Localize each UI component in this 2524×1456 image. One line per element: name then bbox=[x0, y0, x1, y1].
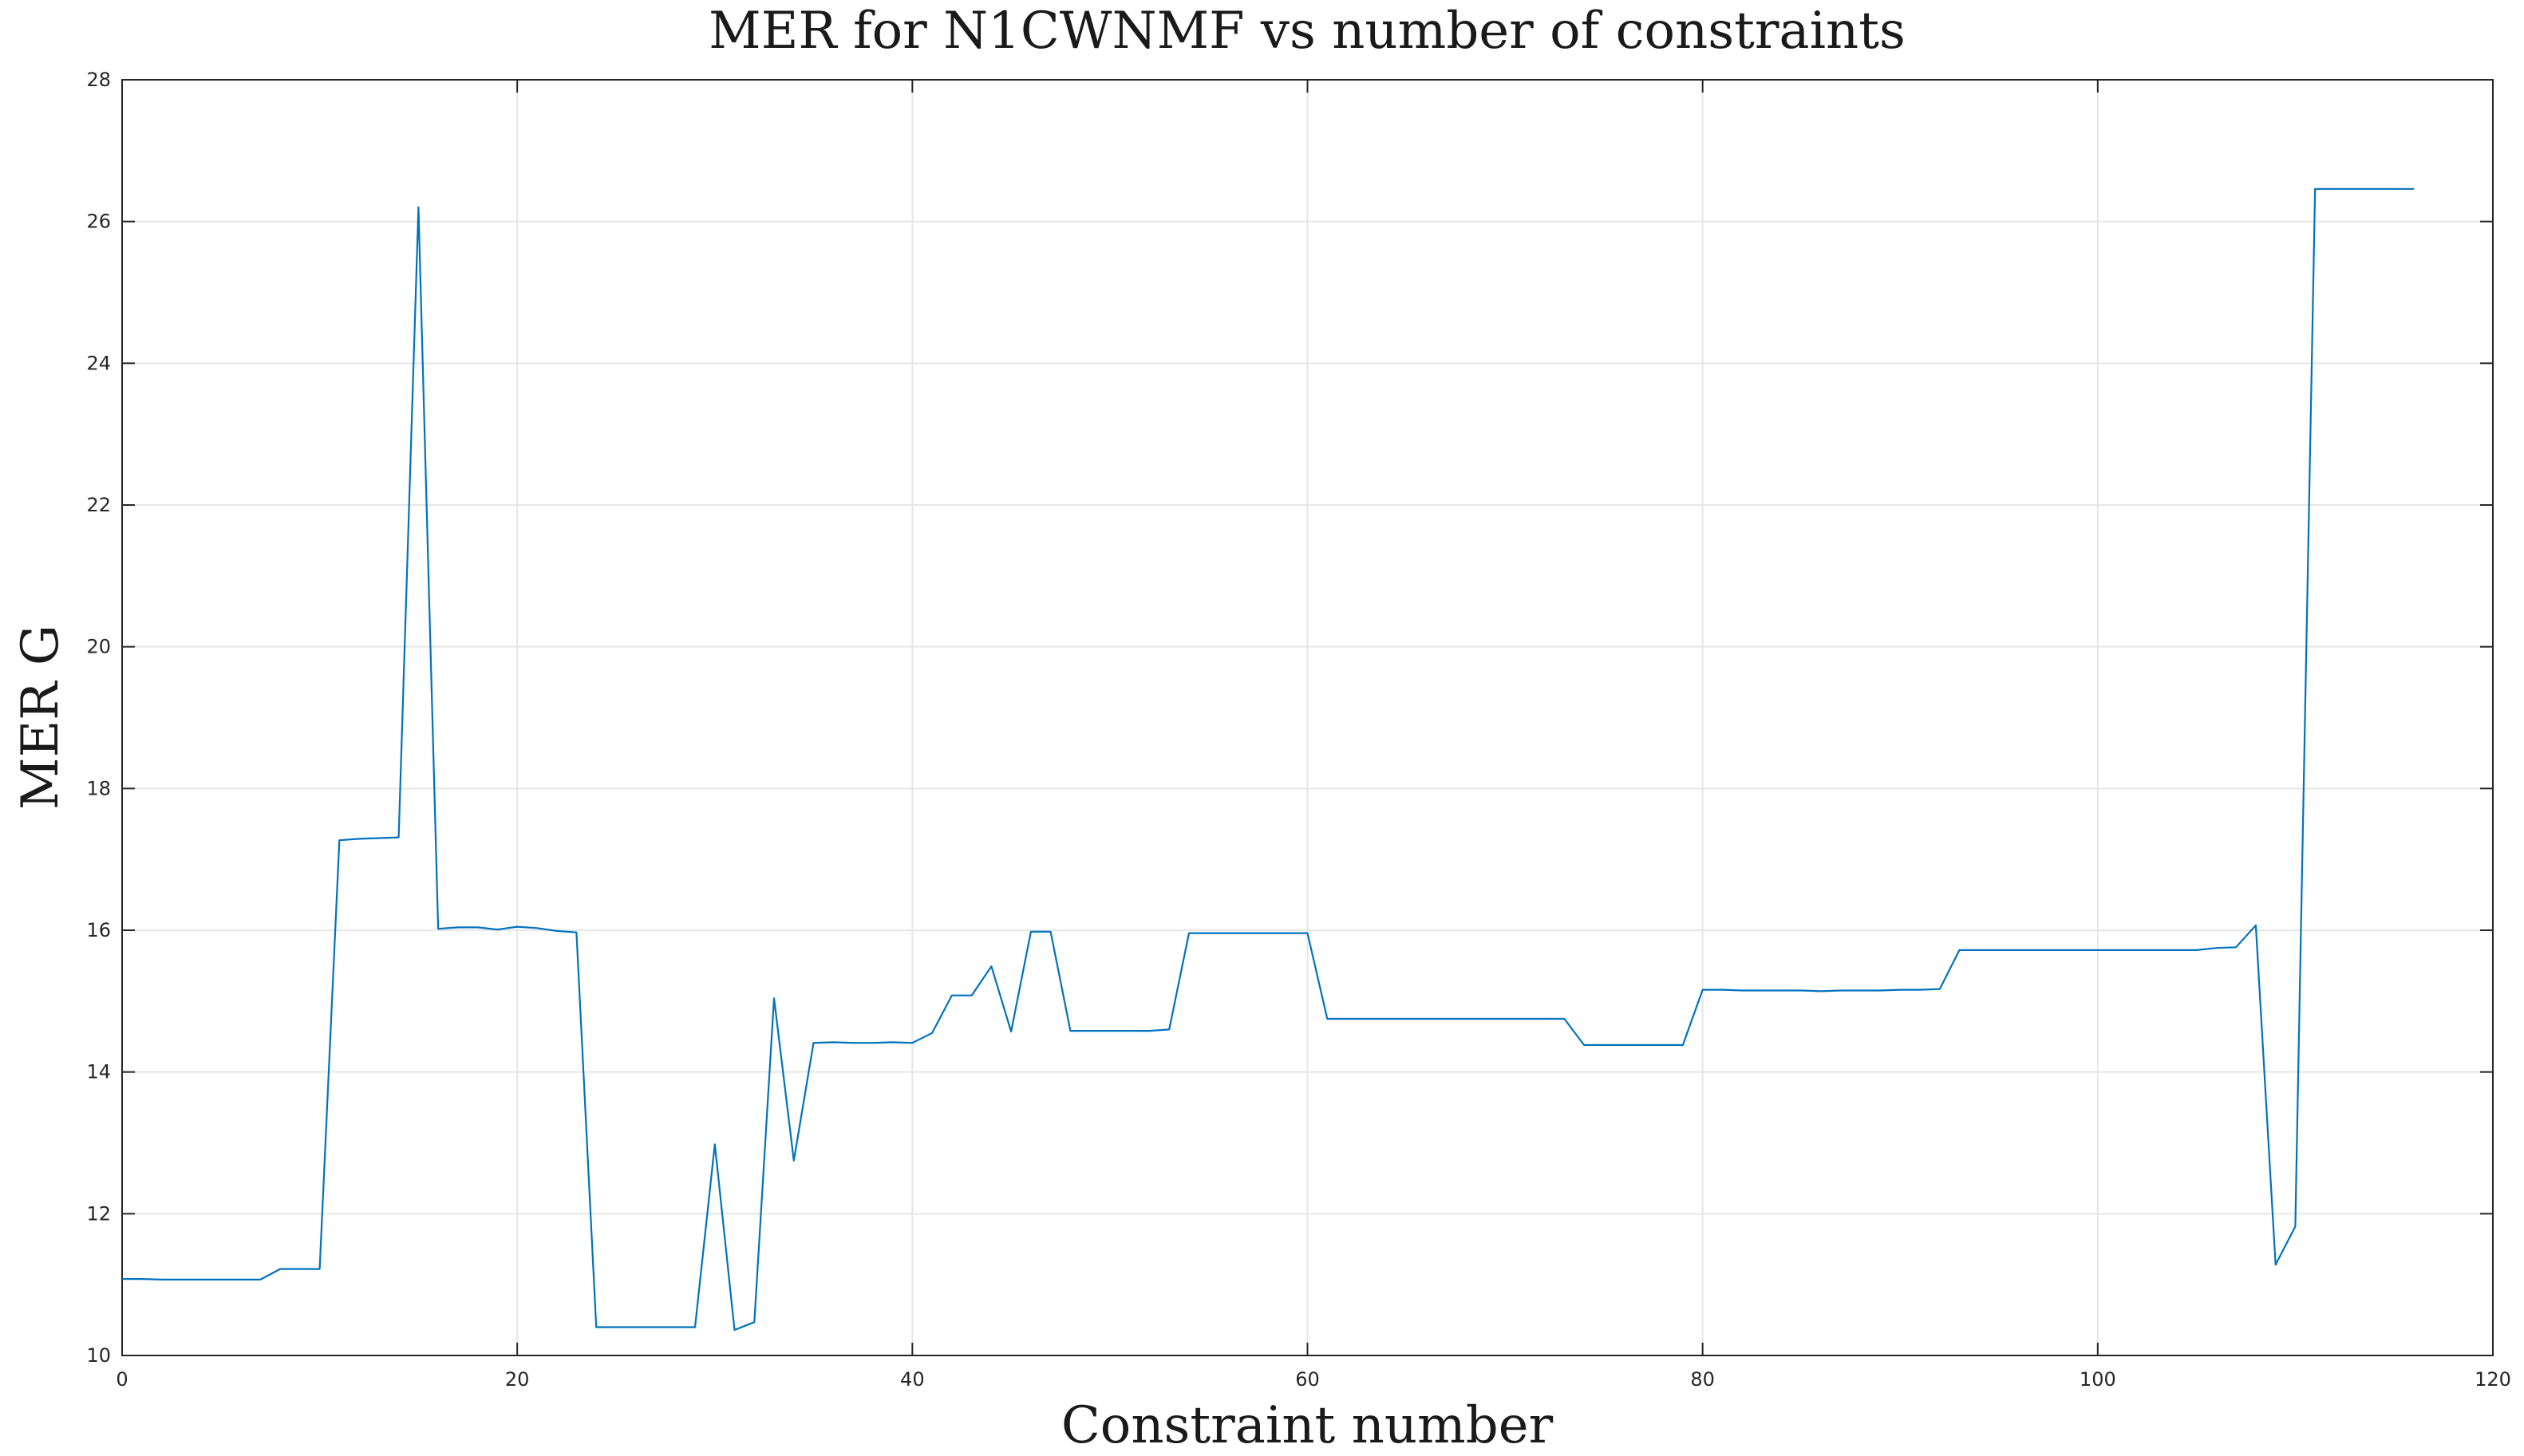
chart-title: MER for N1CWNMF vs number of constraints bbox=[709, 2, 1906, 61]
plot-area-frame bbox=[121, 79, 2494, 1356]
y-tick-label: 24 bbox=[86, 352, 111, 374]
y-tick-label: 16 bbox=[86, 919, 111, 941]
x-axis-label: Constraint number bbox=[1061, 1396, 1554, 1455]
x-tick-label: 0 bbox=[116, 1368, 128, 1391]
y-tick-label: 14 bbox=[86, 1061, 111, 1083]
x-tick-label: 20 bbox=[505, 1368, 530, 1391]
x-tick-label: 80 bbox=[1690, 1368, 1715, 1391]
x-tick-label: 60 bbox=[1295, 1368, 1320, 1391]
y-tick-label: 18 bbox=[86, 777, 111, 799]
x-tick-label: 120 bbox=[2475, 1368, 2511, 1391]
y-tick-label: 28 bbox=[86, 69, 111, 91]
y-axis-label: MER G bbox=[11, 625, 70, 810]
y-tick-label: 26 bbox=[86, 211, 111, 233]
y-tick-label: 20 bbox=[86, 636, 111, 658]
y-tick-label: 10 bbox=[86, 1344, 111, 1367]
grid bbox=[122, 80, 2493, 1355]
x-tick-label: 100 bbox=[2080, 1368, 2116, 1391]
y-tick-label: 22 bbox=[86, 494, 111, 516]
ticks: 0 20 40 60 80 100 120 10 12 14 16 18 20 22 24 26 28 bbox=[86, 69, 2510, 1391]
x-tick-label: 40 bbox=[900, 1368, 925, 1391]
series-layer bbox=[122, 187, 2414, 1332]
y-tick-label: 12 bbox=[86, 1202, 111, 1225]
series-line bbox=[122, 187, 2414, 1332]
